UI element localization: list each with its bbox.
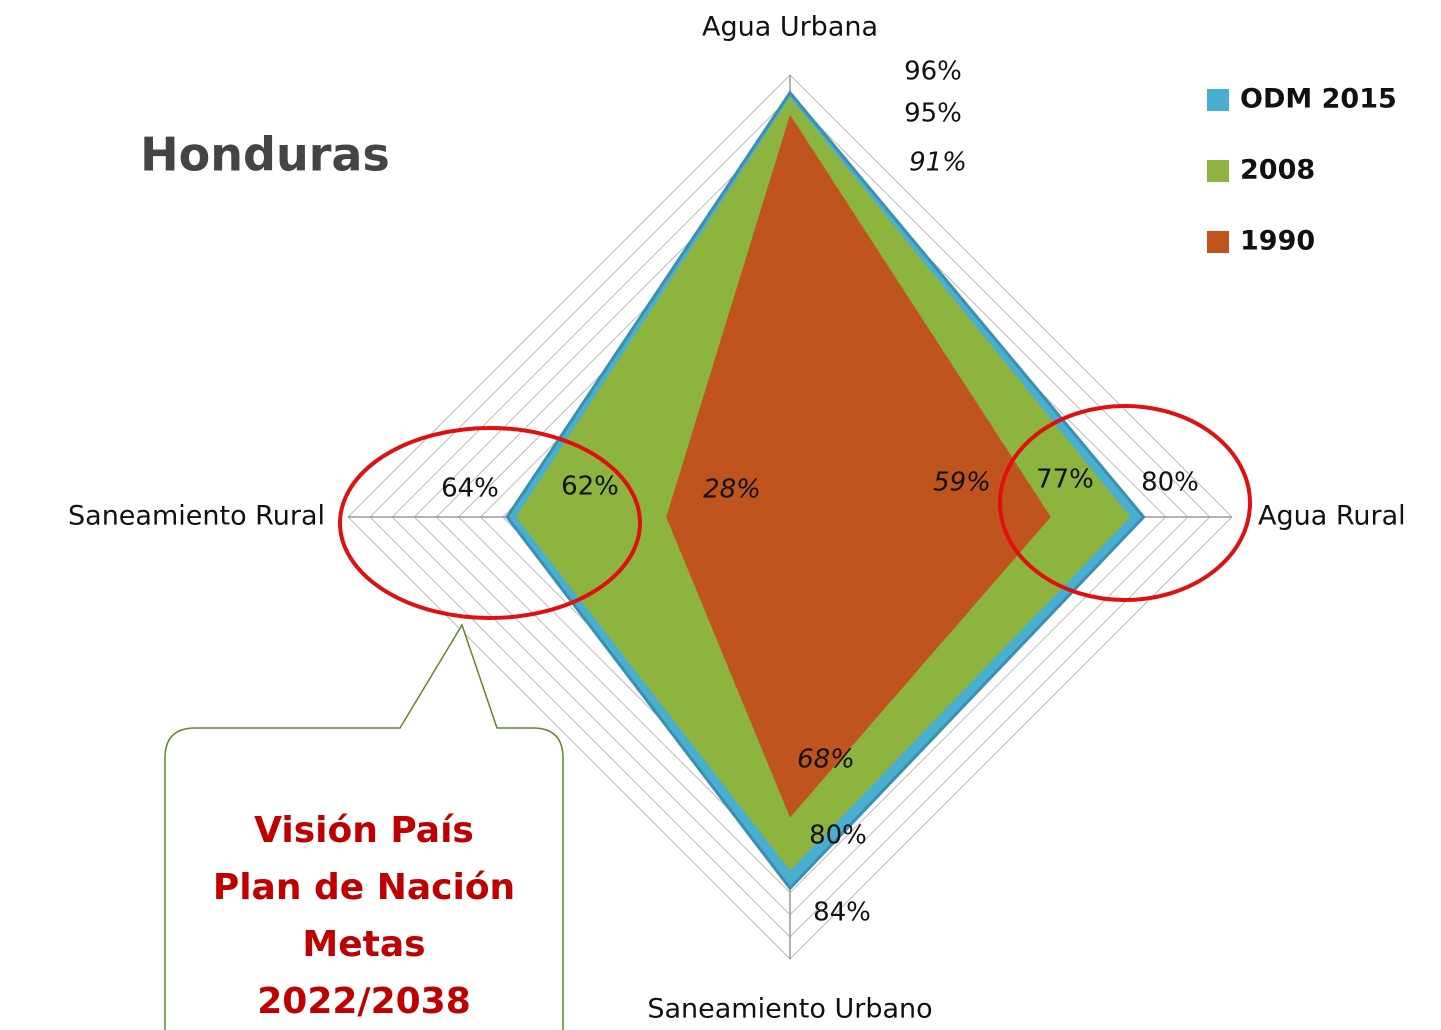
value-label: 91% [909,148,967,178]
legend-swatch [1207,231,1229,253]
callout-box [164,623,564,1030]
legend-swatch [1207,160,1229,182]
axis-label: Saneamiento Rural [68,501,325,532]
callout-text: Plan de Nación [213,867,515,908]
value-label: 80% [1141,468,1199,498]
highlight-ellipse [998,404,1252,602]
value-label: 96% [904,57,962,87]
axis-label: Agua Rural [1258,501,1406,532]
value-label: 59% [933,468,991,498]
radar-area [666,114,1051,818]
legend-label: 2008 [1240,155,1315,186]
axis-label: Saneamiento Urbano [647,994,932,1025]
value-label: 68% [797,745,855,775]
callout-text: Metas [302,924,425,965]
chart-title: Honduras [140,128,390,182]
axis-label: Agua Urbana [702,12,878,43]
value-label: 62% [561,472,619,502]
value-label: 28% [703,475,761,505]
callout-text: Visión País [254,810,474,851]
value-label: 77% [1036,465,1094,495]
value-label: 64% [441,474,499,504]
value-label: 80% [809,821,867,851]
legend-label: 1990 [1240,226,1315,257]
legend-label: ODM 2015 [1240,84,1397,115]
value-label: 95% [904,99,962,129]
legend-swatch [1207,89,1229,111]
highlight-ellipse [338,426,642,620]
value-label: 84% [813,898,871,928]
callout-text: 2022/2038 [257,981,471,1022]
